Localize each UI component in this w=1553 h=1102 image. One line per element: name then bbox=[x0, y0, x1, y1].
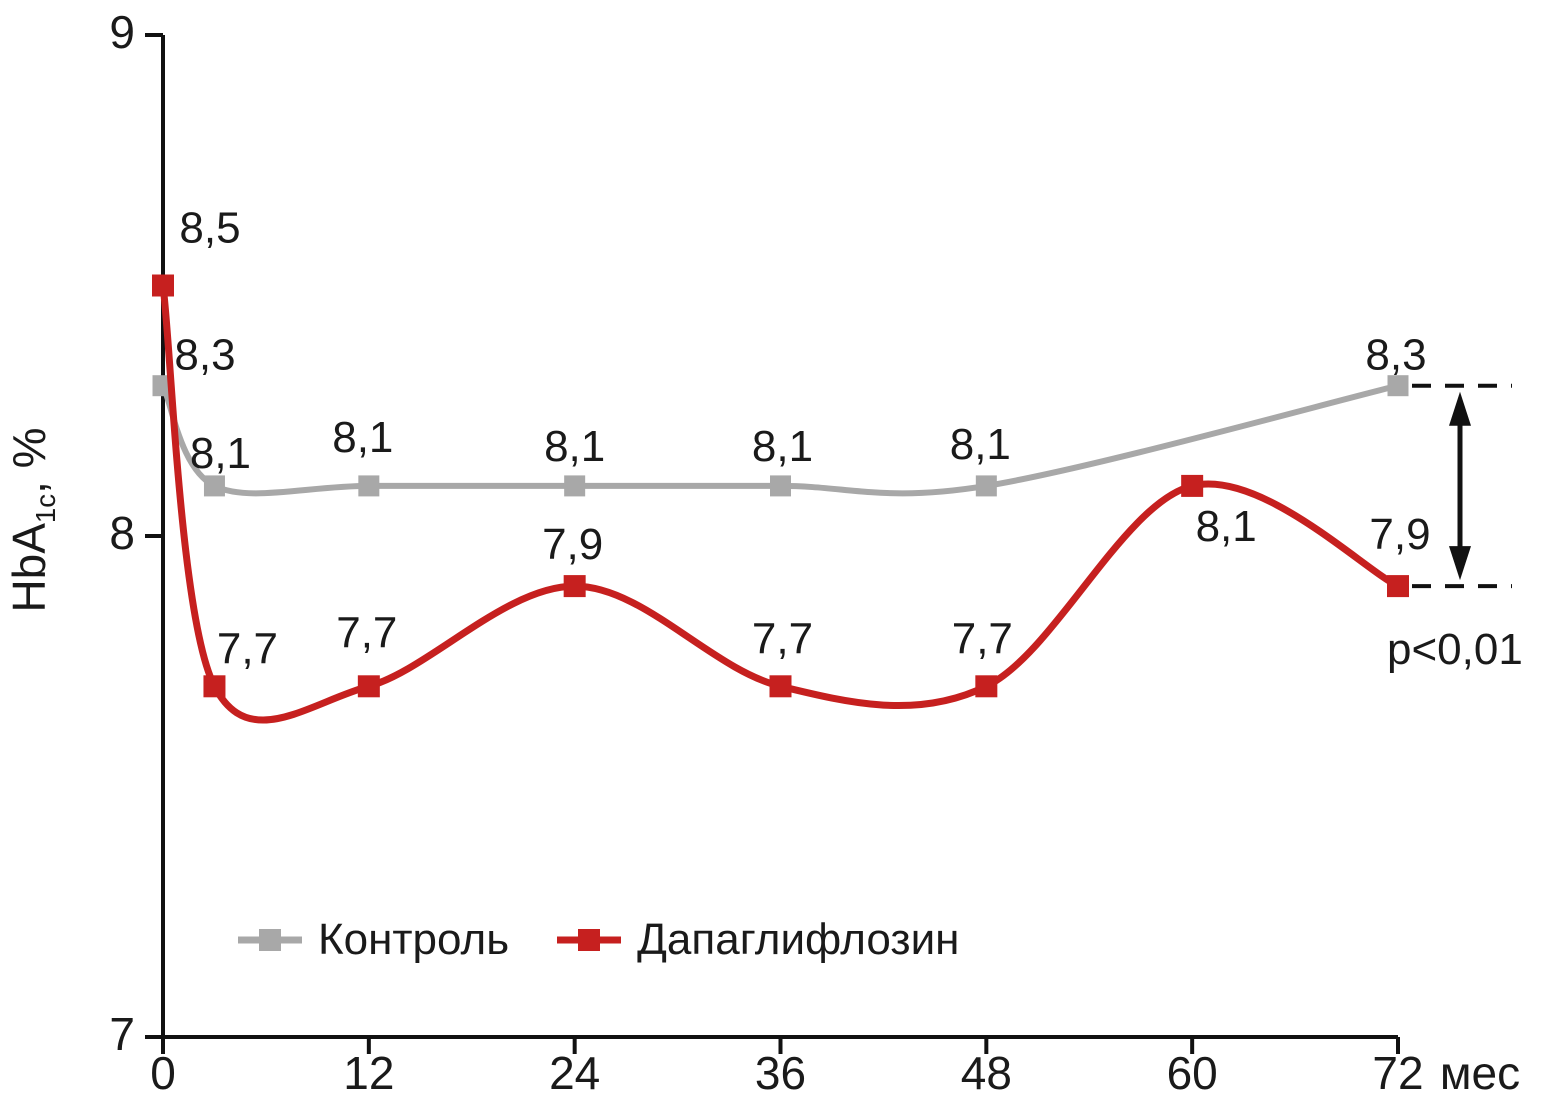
dapagliflozin-marker bbox=[203, 675, 226, 698]
control-data-label: 8,1 bbox=[544, 422, 605, 471]
y-tick-label: 8 bbox=[109, 507, 135, 559]
y-axis-title: HbA1c, % bbox=[2, 427, 62, 612]
x-tick-label: 12 bbox=[343, 1047, 394, 1099]
x-tick-label: 36 bbox=[755, 1047, 806, 1099]
legend: Контроль Дапаглифлозин bbox=[238, 910, 959, 970]
dapagliflozin-marker bbox=[769, 675, 792, 698]
dapagliflozin-data-label: 8,5 bbox=[179, 204, 240, 253]
control-marker bbox=[1387, 375, 1409, 397]
x-tick-label: 60 bbox=[1167, 1047, 1218, 1099]
y-axis-title-subscript: 1c bbox=[30, 493, 62, 524]
control-data-label: 8,3 bbox=[1365, 331, 1426, 380]
control-data-label: 8,1 bbox=[332, 413, 393, 462]
control-marker bbox=[358, 475, 380, 497]
difference-arrow-head-top bbox=[1449, 391, 1471, 426]
dapagliflozin-marker bbox=[975, 675, 998, 698]
legend-label-dapagliflozin: Дапаглифлозин bbox=[637, 915, 960, 964]
dapagliflozin-data-label: 7,9 bbox=[542, 520, 603, 569]
series-dapagliflozin: 8,5 7,7 7,7 7,9 7,7 7,7 8,1 7,9 bbox=[152, 204, 1431, 724]
p-value-label: p<0,01 bbox=[1387, 625, 1523, 674]
control-data-label: 8,3 bbox=[174, 331, 235, 380]
legend-item-dapagliflozin: Дапаглифлозин bbox=[557, 915, 959, 965]
legend-item-control: Контроль bbox=[238, 915, 509, 965]
control-data-label: 8,1 bbox=[950, 420, 1011, 469]
x-tick-label: 48 bbox=[961, 1047, 1012, 1099]
dapagliflozin-data-label: 7,7 bbox=[952, 614, 1013, 663]
y-tick-label: 9 bbox=[109, 6, 135, 58]
dapagliflozin-data-label: 7,7 bbox=[217, 624, 278, 673]
series-control: 8,3 8,1 8,1 8,1 8,1 8,1 8,3 bbox=[152, 331, 1427, 497]
y-axis-title-text: HbA bbox=[2, 523, 55, 613]
y-axis-title-unit: , % bbox=[2, 427, 55, 494]
x-tick-label: 0 bbox=[150, 1047, 176, 1099]
dapagliflozin-data-label: 7,9 bbox=[1369, 510, 1430, 559]
control-marker bbox=[975, 475, 997, 497]
control-marker bbox=[203, 475, 225, 497]
control-data-label: 8,1 bbox=[752, 422, 813, 471]
dapagliflozin-data-label: 7,7 bbox=[752, 614, 813, 663]
control-legend-marker-icon bbox=[238, 928, 302, 952]
control-marker bbox=[770, 475, 791, 497]
dapagliflozin-marker bbox=[152, 274, 174, 297]
control-marker bbox=[564, 475, 586, 497]
dapagliflozin-marker bbox=[357, 675, 380, 698]
y-tick-label: 7 bbox=[109, 1008, 135, 1060]
dapagliflozin-marker bbox=[1387, 575, 1409, 598]
x-tick-label: 24 bbox=[549, 1047, 600, 1099]
x-axis-unit-label: мес bbox=[1440, 1047, 1520, 1099]
control-data-label: 8,1 bbox=[190, 429, 251, 478]
legend-label-control: Контроль bbox=[318, 915, 510, 964]
control-line bbox=[160, 382, 1401, 497]
dapagliflozin-marker bbox=[563, 575, 586, 598]
difference-arrow-head-bottom bbox=[1449, 546, 1471, 581]
dapagliflozin-legend-square bbox=[578, 929, 601, 951]
dapagliflozin-marker bbox=[1181, 474, 1204, 497]
dapagliflozin-data-label: 8,1 bbox=[1196, 502, 1257, 551]
dapagliflozin-legend-marker-icon bbox=[557, 928, 622, 952]
dapagliflozin-data-label: 7,7 bbox=[336, 608, 397, 657]
control-legend-square bbox=[259, 929, 281, 951]
x-tick-label: 72 bbox=[1372, 1047, 1423, 1099]
